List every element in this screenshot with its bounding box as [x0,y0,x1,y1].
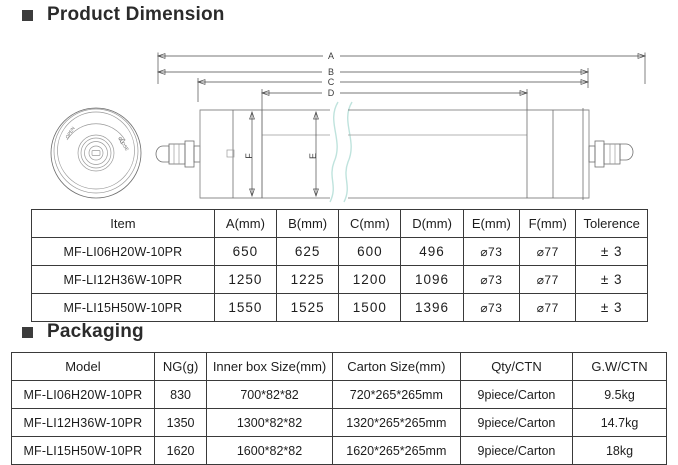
cell-f: ⌀77 [519,293,577,322]
dimension-label-c: C [328,77,335,87]
column-header-gw-ctn: G.W/CTN [572,352,667,381]
break-symbol-icon [329,101,353,203]
cell-item: MF-LI15H50W-10PR [31,293,215,322]
column-header-tolerence: Tolerence [575,209,648,238]
cell-tolerence: ± 3 [575,237,648,266]
cell-d: 1396 [400,293,464,322]
cell-e: ⌀73 [462,293,521,322]
table-row: MF-LI12H36W-10PR 1250 1225 1200 1096 ⌀73… [31,265,648,294]
cell-qty-ctn: 9piece/Carton [459,408,574,437]
cell-f: ⌀77 [519,265,577,294]
main-body-left [261,109,330,199]
dimension-line-b: B [156,67,590,88]
left-cable-gland [155,140,201,168]
table-row: MF-LI15H50W-10PR 1620 1600*82*82 1620*26… [11,436,667,465]
cell-inner-box-size: 1600*82*82 [206,436,333,465]
column-header-model: Model [11,352,155,381]
packaging-title: Packaging [47,321,144,342]
cell-a: 650 [213,237,278,266]
right-body-section [526,108,590,200]
cell-a: 1250 [213,265,278,294]
dimension-label-f: F [244,153,254,159]
cell-qty-ctn: 9piece/Carton [459,380,574,409]
section-header-packaging: Packaging [22,321,144,343]
column-header-carton-size: Carton Size(mm) [331,352,461,381]
cell-b: 625 [276,237,340,266]
cell-ng: 1620 [153,436,208,465]
cell-c: 600 [338,237,402,266]
dimension-table: Item A(mm) B(mm) C(mm) D(mm) E(mm) F(mm)… [31,209,648,322]
cell-carton-size: 1320*265*265mm [331,408,461,437]
cell-inner-box-size: 1300*82*82 [206,408,333,437]
table-header-row: Item A(mm) B(mm) C(mm) D(mm) E(mm) F(mm)… [31,209,648,238]
column-header-a: A(mm) [213,209,278,238]
table-row: MF-LI15H50W-10PR 1550 1525 1500 1396 ⌀73… [31,293,648,322]
cell-d: 1096 [400,265,464,294]
dimension-line-c: C [196,77,590,102]
page-title: Product Dimension [47,4,225,25]
cell-qty-ctn: 9piece/Carton [459,436,574,465]
table-row: MF-LI06H20W-10PR 830 700*82*82 720*265*2… [11,380,667,409]
dimension-line-a: A [156,51,647,84]
column-header-c: C(mm) [338,209,402,238]
cell-gw-ctn: 14.7kg [572,408,667,437]
main-body-right [348,109,527,199]
table-row: MF-LI06H20W-10PR 650 625 600 496 ⌀73 ⌀77… [31,237,648,266]
dimension-label-b: B [328,67,334,77]
right-cable-gland [588,140,634,168]
column-header-inner-box-size: Inner box Size(mm) [206,352,333,381]
cell-tolerence: ± 3 [575,293,648,322]
cell-model: MF-LI15H50W-10PR [11,436,155,465]
cell-ng: 830 [153,380,208,409]
dimension-line-d: D [260,88,529,110]
column-header-f: F(mm) [519,209,577,238]
cell-c: 1500 [338,293,402,322]
square-bullet-icon [22,326,33,338]
end-cap-face-view: OPEN CLOSE [50,107,142,199]
dimension-label-d: D [328,88,335,98]
column-header-ng: NG(g) [153,352,208,381]
cell-ng: 1350 [153,408,208,437]
cell-model: MF-LI12H36W-10PR [11,408,155,437]
column-header-d: D(mm) [400,209,464,238]
cell-e: ⌀73 [462,265,521,294]
cell-item: MF-LI06H20W-10PR [31,237,215,266]
cell-b: 1525 [276,293,340,322]
table-header-row: Model NG(g) Inner box Size(mm) Carton Si… [11,352,667,381]
cell-f: ⌀77 [519,237,577,266]
cell-a: 1550 [213,293,278,322]
cell-b: 1225 [276,265,340,294]
cell-gw-ctn: 18kg [572,436,667,465]
cell-e: ⌀73 [462,237,521,266]
section-header-product-dimension: Product Dimension [22,4,225,26]
column-header-qty-ctn: Qty/CTN [459,352,574,381]
table-row: MF-LI12H36W-10PR 1350 1300*82*82 1320*26… [11,408,667,437]
cell-gw-ctn: 9.5kg [572,380,667,409]
dimension-label-e: E [308,153,318,159]
cell-d: 496 [400,237,464,266]
column-header-e: E(mm) [462,209,521,238]
cell-model: MF-LI06H20W-10PR [11,380,155,409]
cell-carton-size: 720*265*265mm [331,380,461,409]
cell-c: 1200 [338,265,402,294]
packaging-table: Model NG(g) Inner box Size(mm) Carton Si… [11,352,667,465]
column-header-b: B(mm) [276,209,340,238]
cell-carton-size: 1620*265*265mm [331,436,461,465]
cap-label-close: CLOSE [117,136,129,152]
square-bullet-icon [22,9,33,21]
cap-label-open: OPEN [65,126,76,140]
dimension-line-f: F [244,110,255,198]
cell-item: MF-LI12H36W-10PR [31,265,215,294]
product-dimension-drawing: A B C D [50,51,647,203]
cell-inner-box-size: 700*82*82 [206,380,333,409]
dimension-line-e: E [308,110,319,198]
cell-tolerence: ± 3 [575,265,648,294]
dimension-label-a: A [328,51,334,61]
column-header-item: Item [31,209,215,238]
